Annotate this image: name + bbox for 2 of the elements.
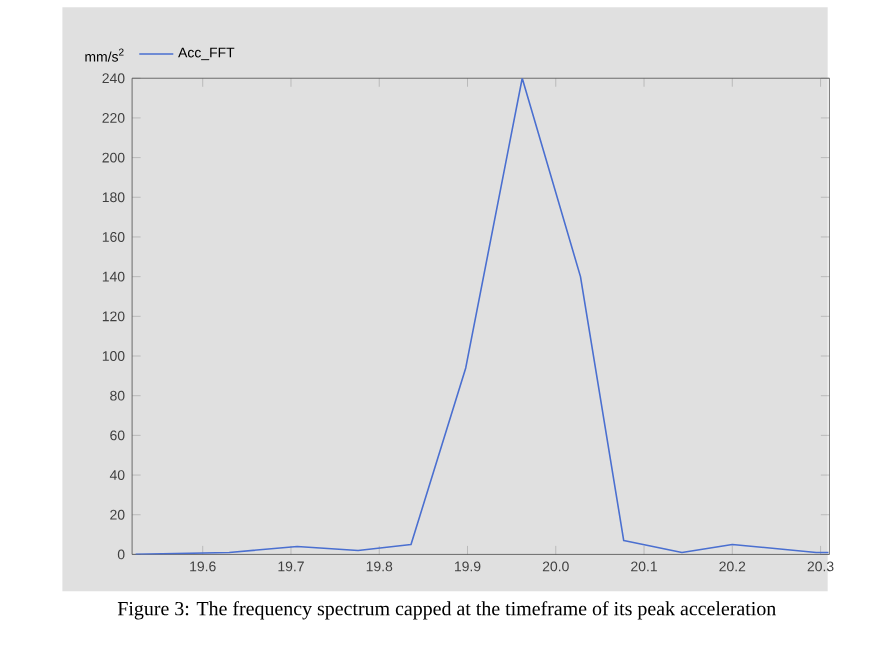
caption: Figure 3: The frequency spectrum capped at the timeframe of its peak acceleration bbox=[117, 601, 776, 620]
line-series bbox=[134, 78, 830, 555]
